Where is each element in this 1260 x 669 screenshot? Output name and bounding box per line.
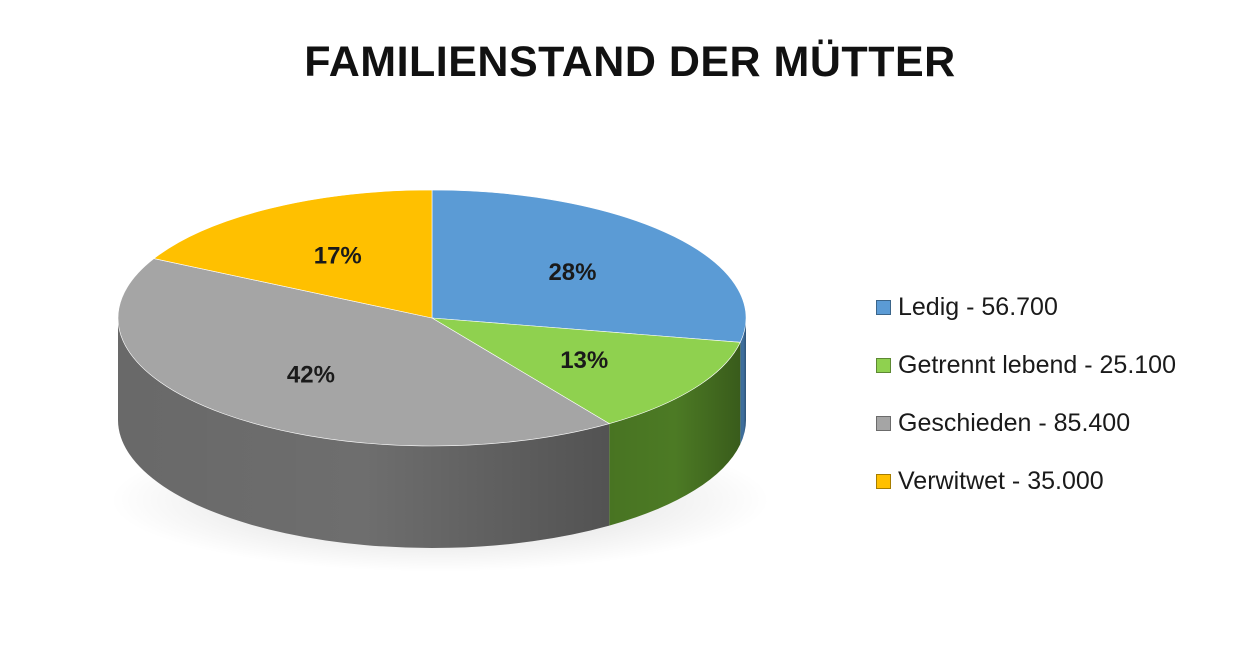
data-label-verwitwet: 17% [314, 242, 362, 269]
legend-item-geschieden: Geschieden - 85.400 [876, 394, 1176, 452]
pie-slice-getrennt-lebend [431, 317, 741, 424]
legend-swatch-ledig [876, 299, 891, 315]
data-label-ledig: 28% [548, 259, 596, 286]
legend-swatch-getrennt-lebend [876, 357, 891, 373]
pie-slice-ledig [431, 189, 747, 343]
legend-label-geschieden: Geschieden - 85.400 [898, 408, 1131, 437]
pie-tops [117, 189, 747, 447]
legend-label-getrennt-lebend: Getrennt lebend - 25.100 [898, 350, 1176, 379]
pie-side-shade-getrennt-lebend [609, 342, 741, 526]
pie-slice-verwitwet [153, 189, 433, 319]
pie-side-shade-geschieden [118, 318, 610, 548]
pie-labels: 28% 13% 42% 17% [287, 242, 608, 388]
legend-swatch-verwitwet [876, 473, 891, 489]
legend-swatch-geschieden [876, 415, 891, 431]
legend-item-getrennt-lebend: Getrennt lebend - 25.100 [876, 336, 1176, 394]
data-label-getrennt-lebend: 13% [560, 347, 608, 374]
legend-label-verwitwet: Verwitwet - 35.000 [898, 466, 1104, 495]
legend-label-ledig: Ledig - 56.700 [898, 292, 1058, 321]
legend-item-verwitwet: Verwitwet - 35.000 [876, 452, 1176, 510]
legend-item-ledig: Ledig - 56.700 [876, 278, 1176, 336]
pie-sides [118, 318, 746, 548]
legend: Ledig - 56.700 Getrennt lebend - 25.100 … [876, 278, 1176, 510]
chart-title: FAMILIENSTAND DER MÜTTER [304, 38, 956, 86]
data-label-geschieden: 42% [287, 361, 335, 388]
pie-side-shade-ledig [740, 318, 746, 445]
pie-slice-geschieden [117, 258, 610, 447]
